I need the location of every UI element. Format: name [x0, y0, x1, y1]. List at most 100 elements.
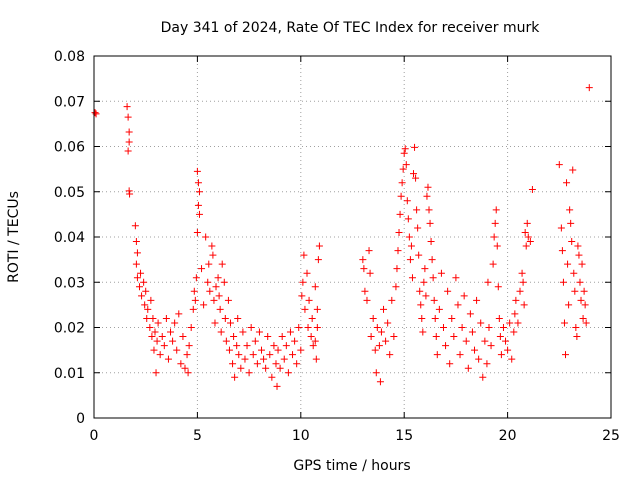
x-tick-label: 5 — [193, 428, 202, 444]
data-point — [582, 319, 590, 327]
data-point — [193, 167, 201, 175]
data-point — [167, 328, 175, 336]
data-point — [483, 360, 491, 368]
data-point — [433, 351, 441, 359]
data-point — [568, 238, 576, 246]
data-point — [255, 328, 263, 336]
data-point — [132, 238, 140, 246]
data-point — [522, 242, 530, 250]
data-point — [253, 360, 261, 368]
data-point — [579, 314, 587, 322]
data-point — [560, 319, 568, 327]
data-point — [419, 328, 427, 336]
data-point — [493, 242, 501, 250]
data-point — [308, 314, 316, 322]
data-point — [160, 342, 168, 350]
data-point — [181, 364, 189, 372]
data-point — [270, 342, 278, 350]
data-point — [485, 324, 493, 331]
data-point — [142, 287, 150, 295]
data-point — [466, 310, 474, 318]
data-point — [475, 355, 483, 363]
data-point — [258, 346, 266, 354]
y-tick-label: 0.02 — [54, 321, 85, 337]
data-point — [510, 328, 518, 336]
data-point — [376, 378, 384, 386]
data-point — [291, 337, 299, 345]
data-point — [135, 283, 143, 291]
data-point — [405, 233, 413, 241]
data-point — [442, 342, 450, 350]
data-point — [572, 324, 580, 331]
data-point — [211, 319, 219, 327]
data-point — [233, 342, 241, 350]
data-point — [437, 269, 445, 277]
data-point — [315, 242, 323, 250]
data-point — [371, 346, 379, 354]
data-point — [140, 278, 148, 286]
data-point — [367, 333, 375, 341]
data-point — [484, 278, 492, 286]
data-point — [481, 337, 489, 345]
data-point — [401, 145, 409, 153]
data-point — [523, 219, 531, 227]
data-point — [410, 170, 418, 178]
data-point — [571, 287, 579, 295]
data-point — [400, 149, 408, 157]
data-point — [198, 265, 206, 273]
data-point — [426, 219, 434, 227]
data-point — [564, 260, 572, 268]
data-point — [229, 360, 237, 368]
data-point — [431, 314, 439, 322]
data-point — [558, 247, 566, 255]
data-point — [231, 373, 239, 381]
data-point — [395, 228, 403, 236]
y-tick-label: 0 — [76, 411, 85, 427]
data-point — [479, 373, 487, 381]
data-point — [380, 305, 388, 313]
data-point — [577, 296, 585, 304]
data-point — [377, 328, 385, 336]
data-point — [397, 192, 405, 200]
data-point — [132, 260, 140, 268]
data-point — [415, 251, 423, 259]
data-point — [190, 287, 198, 295]
data-point — [282, 342, 290, 350]
data-point — [360, 265, 368, 273]
data-point — [209, 251, 217, 259]
data-point — [262, 364, 270, 372]
data-point — [366, 269, 374, 277]
data-point — [514, 319, 522, 327]
data-point — [183, 351, 191, 359]
data-point — [497, 351, 505, 359]
data-point — [491, 219, 499, 227]
data-point — [369, 314, 377, 322]
data-point — [407, 242, 415, 250]
data-point — [205, 260, 213, 268]
data-point — [427, 238, 435, 246]
data-point — [444, 287, 452, 295]
data-point — [192, 274, 200, 282]
data-point — [495, 314, 503, 322]
data-point — [576, 278, 584, 286]
data-point — [456, 351, 464, 359]
data-point — [143, 314, 151, 322]
data-point — [177, 360, 185, 368]
data-point — [137, 269, 145, 277]
data-point — [393, 265, 401, 273]
data-point — [439, 324, 447, 331]
data-point — [313, 324, 321, 331]
data-point — [417, 301, 425, 309]
data-point — [202, 233, 210, 241]
data-point — [392, 283, 400, 291]
data-point — [260, 355, 268, 363]
data-point — [234, 314, 242, 322]
data-point — [146, 324, 154, 331]
x-tick-label: 0 — [90, 428, 99, 444]
data-point — [123, 103, 131, 111]
data-point — [519, 278, 527, 286]
data-point — [574, 242, 582, 250]
data-point — [299, 278, 307, 286]
data-point — [406, 256, 414, 264]
